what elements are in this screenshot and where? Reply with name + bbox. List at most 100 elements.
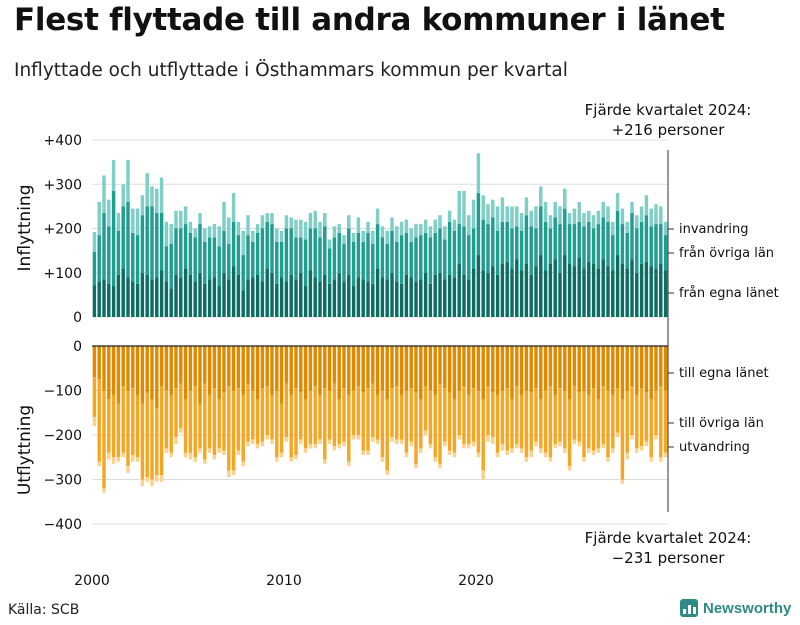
bar-till-ovriga-lan — [102, 390, 106, 489]
bar-till-ovriga-lan — [654, 390, 658, 435]
bar-till-ovriga-lan — [313, 386, 317, 444]
bar-fran-ovriga-lan — [601, 217, 605, 260]
bar-till-egna-lanet — [447, 346, 452, 393]
page-title: Flest flyttade till andra kommuner i län… — [14, 2, 725, 38]
bar-utvandring — [659, 457, 663, 462]
bar-till-egna-lanet — [145, 346, 149, 393]
bar-fran-egna-lanet — [567, 263, 572, 317]
bar-fran-ovriga-lan — [150, 206, 154, 280]
bar-fran-egna-lanet — [505, 261, 509, 317]
bar-till-egna-lanet — [222, 346, 226, 393]
bar-fran-ovriga-lan — [553, 217, 557, 260]
bar-till-egna-lanet — [606, 346, 610, 391]
bar-till-egna-lanet — [231, 346, 236, 391]
bar-fran-egna-lanet — [620, 263, 625, 317]
bar-fran-ovriga-lan — [183, 224, 188, 269]
bar-till-egna-lanet — [356, 346, 361, 387]
utflyttning-bars — [92, 346, 668, 493]
bar-invandring — [563, 188, 567, 209]
bar-fran-ovriga-lan — [457, 224, 461, 264]
bar-utvandring — [447, 450, 452, 456]
bar-fran-ovriga-lan — [462, 226, 466, 275]
bar-invandring — [212, 224, 217, 238]
bar-till-ovriga-lan — [294, 388, 298, 456]
bar-utvandring — [524, 457, 529, 462]
bar-invandring — [510, 206, 514, 229]
bar-fran-ovriga-lan — [313, 228, 317, 278]
bar-till-egna-lanet — [572, 346, 577, 387]
bar-till-egna-lanet — [510, 346, 514, 400]
bar-fran-egna-lanet — [611, 270, 615, 317]
bar-fran-ovriga-lan — [207, 237, 212, 280]
bar-till-egna-lanet — [414, 346, 418, 393]
bar-utvandring — [265, 435, 269, 440]
bar-till-egna-lanet — [255, 346, 260, 400]
bar-till-ovriga-lan — [476, 390, 481, 453]
bar-invandring — [265, 213, 269, 222]
bar-fran-ovriga-lan — [188, 232, 193, 275]
bar-utvandring — [467, 443, 471, 449]
bar-fran-ovriga-lan — [102, 213, 106, 280]
bar-utvandring — [356, 435, 361, 440]
bar-fran-ovriga-lan — [327, 248, 332, 284]
bar-invandring — [236, 221, 241, 236]
bar-till-ovriga-lan — [601, 386, 605, 444]
bar-invandring — [207, 226, 212, 238]
bar-till-egna-lanet — [246, 346, 250, 384]
bar-invandring — [241, 230, 245, 256]
legend-till-egna-lanet: till egna länet — [679, 366, 769, 381]
bar-invandring — [500, 197, 505, 222]
bottom-annotation-heading: Fjärde kvartalet 2024: — [585, 529, 752, 547]
bar-fran-egna-lanet — [284, 281, 289, 317]
top-y-axis-label: Inflyttning — [15, 185, 35, 272]
bar-invandring — [361, 230, 365, 242]
bar-till-egna-lanet — [140, 346, 145, 404]
bar-fran-ovriga-lan — [289, 228, 293, 275]
bar-fran-ovriga-lan — [342, 243, 346, 282]
bar-till-ovriga-lan — [323, 388, 327, 460]
bar-fran-ovriga-lan — [159, 213, 164, 271]
bar-fran-egna-lanet — [404, 274, 409, 317]
bar-till-egna-lanet — [303, 346, 308, 400]
bar-fran-egna-lanet — [409, 277, 413, 318]
bar-till-ovriga-lan — [548, 386, 553, 458]
bar-till-ovriga-lan — [337, 399, 341, 444]
bar-till-ovriga-lan — [630, 386, 634, 435]
top-annotation-value: +216 personer — [612, 121, 726, 139]
bar-invandring — [553, 201, 557, 218]
bar-till-ovriga-lan — [227, 386, 231, 471]
bar-invandring — [260, 215, 265, 229]
bar-fran-egna-lanet — [102, 279, 106, 317]
bar-till-egna-lanet — [164, 346, 169, 391]
bar-till-egna-lanet — [289, 346, 293, 395]
bar-till-ovriga-lan — [111, 394, 116, 458]
bar-utvandring — [289, 457, 293, 462]
bar-utvandring — [587, 448, 591, 453]
bar-fran-ovriga-lan — [630, 213, 634, 260]
bar-till-egna-lanet — [548, 346, 553, 387]
bar-till-egna-lanet — [620, 346, 625, 400]
bar-invandring — [395, 226, 399, 242]
bar-utvandring — [635, 448, 639, 453]
bar-till-ovriga-lan — [428, 390, 433, 444]
bar-fran-ovriga-lan — [318, 237, 322, 282]
bar-invandring — [476, 153, 481, 194]
bar-invandring — [390, 217, 394, 231]
bar-utvandring — [457, 435, 461, 440]
bar-utvandring — [236, 450, 241, 456]
bar-fran-ovriga-lan — [423, 232, 428, 273]
bar-fran-egna-lanet — [371, 283, 375, 317]
bar-fran-ovriga-lan — [347, 228, 351, 275]
bar-invandring — [275, 228, 279, 242]
bar-till-ovriga-lan — [625, 390, 629, 453]
bar-fran-egna-lanet — [145, 274, 149, 317]
bar-invandring — [625, 221, 629, 233]
bar-utvandring — [327, 439, 332, 444]
bar-fran-ovriga-lan — [486, 224, 490, 273]
bar-chart-icon — [680, 599, 698, 617]
bar-fran-ovriga-lan — [438, 228, 442, 273]
bar-utvandring — [649, 457, 653, 462]
bar-till-ovriga-lan — [174, 388, 178, 438]
bar-till-egna-lanet — [524, 346, 529, 391]
